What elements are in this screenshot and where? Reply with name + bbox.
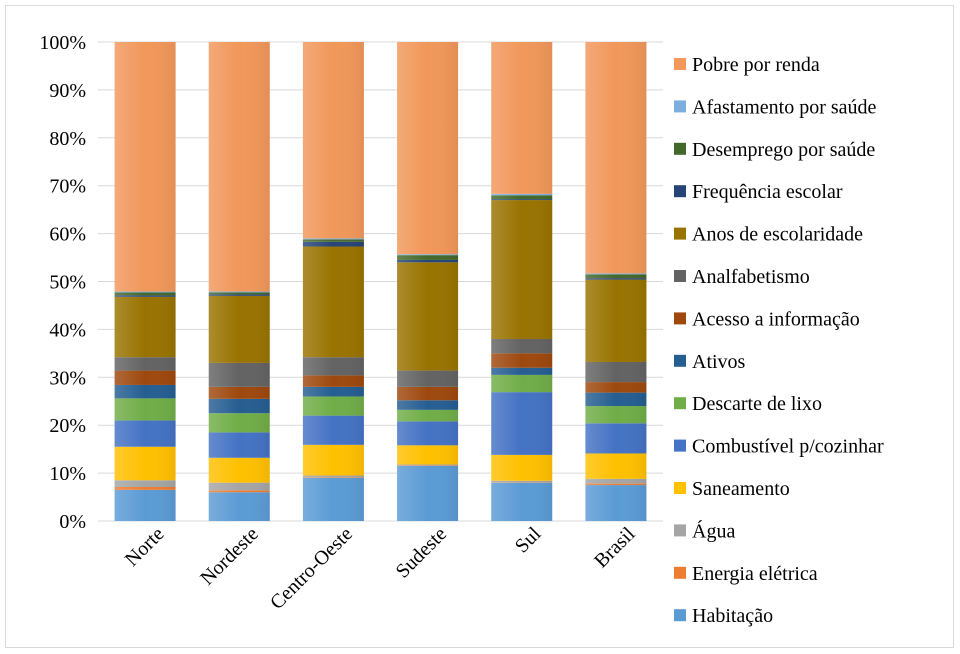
legend-item-saneamento: Saneamento [674,478,790,500]
legend-item-acesso-a-informacao: Acesso a informação [674,308,860,330]
legend-label: Analfabetismo [692,266,810,288]
chart-frame: 0% 10% 20% 30% 40% 50% 60% 70% 80% 90% 100% Norte N… [5,5,954,648]
legend-label: Habitação [692,605,773,627]
y-tick-label: 60% [49,224,86,246]
legend-item-afastamento-por-saude: Afastamento por saúde [674,96,877,118]
legend-swatch [674,100,686,112]
bar-shading [209,42,270,521]
x-tick-label: Sul [511,523,546,558]
y-tick-label: 50% [49,272,86,294]
legend-item-frequencia-escolar: Frequência escolar [674,181,843,203]
x-axis: Norte Nordeste Centro-Oeste Sudeste Sul Brasi… [121,523,640,614]
y-tick-label: 30% [49,367,86,389]
gridlines [98,42,663,521]
legend-swatch [674,312,686,324]
legend-label: Afastamento por saúde [692,96,877,118]
legend-label: Água [692,519,735,542]
legend-swatch [674,567,686,579]
legend-swatch [674,355,686,367]
bar-brasil [585,42,646,521]
legend-item-analfabetismo: Analfabetismo [674,266,810,288]
legend-item-pobre-por-renda: Pobre por renda [674,54,820,76]
legend-label: Acesso a informação [692,308,860,330]
legend-swatch [674,228,686,240]
legend-swatch [674,270,686,282]
y-tick-label: 90% [49,80,86,102]
legend-swatch [674,482,686,494]
bar-shading [115,42,176,521]
legend-label: Energia elétrica [692,563,818,585]
legend-item-ativos: Ativos [674,351,746,373]
y-axis: 0% 10% 20% 30% 40% 50% 60% 70% 80% 90% 100% [39,32,86,533]
legend-swatch [674,397,686,409]
legend-label: Combustível p/cozinhar [692,436,884,458]
legend-item-descarte-de-lixo: Descarte de lixo [674,393,822,415]
x-tick-label: Norte [121,523,169,571]
legend: Pobre por renda Afastamento por saúde Dese… [674,54,884,627]
bar-sudeste [397,42,458,521]
legend-label: Ativos [692,351,746,373]
bar-shading [491,42,552,521]
legend-swatch [674,609,686,621]
legend-swatch [674,440,686,452]
legend-swatch [674,143,686,155]
legend-label: Desemprego por saúde [692,139,875,161]
legend-item-habitacao: Habitação [674,605,773,627]
bar-shading [397,42,458,521]
legend-label: Frequência escolar [692,181,843,203]
y-tick-label: 100% [39,32,86,54]
legend-label: Anos de escolaridade [692,224,863,246]
legend-item-combustivel-p-cozinhar: Combustível p/cozinhar [674,436,884,458]
legend-item-agua: Água [674,519,735,542]
y-tick-label: 80% [49,128,86,150]
legend-swatch [674,524,686,536]
y-tick-label: 10% [49,463,86,485]
bar-norte [115,42,176,521]
x-tick-label: Nordeste [196,523,263,590]
legend-item-anos-de-escolaridade: Anos de escolaridade [674,224,863,246]
legend-item-desemprego-por-saude: Desemprego por saúde [674,139,875,161]
bar-shading [303,42,364,521]
legend-item-energia-eletrica: Energia elétrica [674,563,818,585]
bar-shading [585,42,646,521]
legend-swatch [674,185,686,197]
legend-label: Pobre por renda [692,54,820,76]
y-tick-label: 20% [49,415,86,437]
y-tick-label: 0% [59,511,86,533]
legend-swatch [674,58,686,70]
bar-nordeste [209,42,270,521]
x-tick-label: Sudeste [392,523,452,583]
bar-centro-oeste [303,42,364,521]
y-tick-label: 70% [49,176,86,198]
x-tick-label: Centro-Oeste [266,523,357,614]
stacked-bar-chart: 0%10%20%30%40%50%60%70%80%90%100% Norte N… [6,6,953,647]
x-tick-label: Brasil [590,523,640,573]
legend-label: Saneamento [692,478,790,500]
y-tick-label: 40% [49,319,86,341]
legend-label: Descarte de lixo [692,393,822,415]
bar-sul [491,42,552,521]
